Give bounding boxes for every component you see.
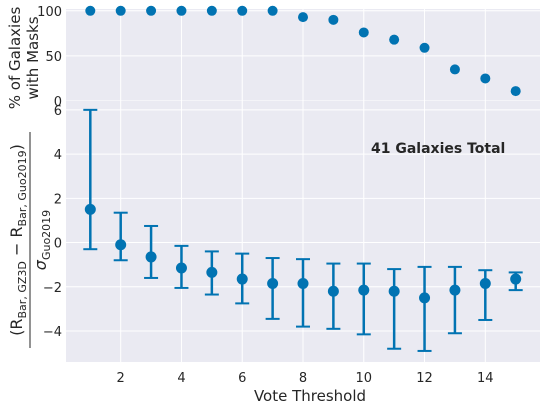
bottom-data-point [479,277,491,289]
error-bar [447,265,462,335]
bottom-error-bars [83,108,523,352]
x-tick-label: 10 [355,371,372,386]
top-data-point [419,42,430,53]
bottom-data-point [358,284,370,296]
top-data-point [146,5,157,16]
y-label-denominator: σGuo2019 [31,210,53,270]
bottom-data-point [267,277,279,289]
top-data-point [85,5,96,16]
bottom-y-tick-label: 4 [54,148,62,163]
top-data-point [267,5,278,16]
top-data-point [328,14,339,25]
top-data-point [449,64,460,75]
top-y-axis-label-line2: with Masks [24,16,42,99]
x-tick-label: 14 [477,371,494,386]
error-bar [387,268,402,350]
bottom-data-point [145,251,157,263]
bottom-y-tick-label: 0 [54,237,62,252]
error-bar [417,265,432,352]
top-data-point [206,5,217,16]
bottom-x-tick-labels: 2 4 6 8 10 12 14 [117,371,494,386]
bottom-y-tick-labels: −4 −2 0 2 4 6 [43,104,62,340]
top-y-tick-label: 100 [37,5,62,20]
error-bar [83,108,98,251]
bottom-y-tick-label: −4 [43,325,62,340]
bottom-data-point [175,262,187,274]
x-tick-label: 4 [177,371,185,386]
bottom-data-point [327,285,339,297]
x-tick-label: 6 [238,371,246,386]
top-y-tick-label: 0 [54,95,62,110]
top-data-point [358,27,369,38]
bottom-data-point [510,273,522,285]
bottom-data-point [419,292,431,304]
bottom-data-points [84,203,522,304]
bottom-data-point [388,285,400,297]
bottom-y-tick-label: 6 [54,104,62,119]
top-y-tick-labels: 0 50 100 [37,5,62,110]
bottom-data-point [297,277,309,289]
bottom-data-point [84,203,96,215]
bottom-y-tick-label: −2 [43,281,62,296]
bottom-data-point [115,239,127,251]
bottom-panel: −4 −2 0 2 4 6 2 4 6 8 10 12 14 41 Galaxies Total Vo… [7,101,540,405]
error-bar [296,258,310,328]
x-axis-label: Vote Threshold [254,387,366,405]
bottom-data-point [236,273,248,285]
top-data-point [176,5,187,16]
top-data-points [85,5,521,97]
error-bar [356,262,371,336]
galaxies-total-annotation: 41 Galaxies Total [371,141,505,157]
top-data-point [510,86,521,97]
x-tick-label: 12 [416,371,433,386]
top-y-tick-label: 50 [45,50,62,65]
top-data-point [480,73,491,84]
error-bar [113,211,128,262]
top-data-point [389,34,400,45]
bottom-y-tick-label: 2 [54,192,62,207]
x-tick-label: 8 [299,371,307,386]
top-data-point [298,12,308,23]
y-label-numerator: (RBar, GZ3D − RBar, Guo2019) [7,144,29,336]
top-panel: 0 50 100 % of Galaxies with Masks [6,5,540,110]
x-tick-label: 2 [117,371,125,386]
top-data-point [237,5,248,16]
top-y-axis-label-line1: % of Galaxies [6,7,24,110]
bottom-data-point [449,284,461,296]
bottom-y-axis-label: (RBar, GZ3D − RBar, Guo2019) σGuo2019 [7,132,53,348]
top-data-point [115,5,126,16]
bottom-data-point [206,266,218,278]
